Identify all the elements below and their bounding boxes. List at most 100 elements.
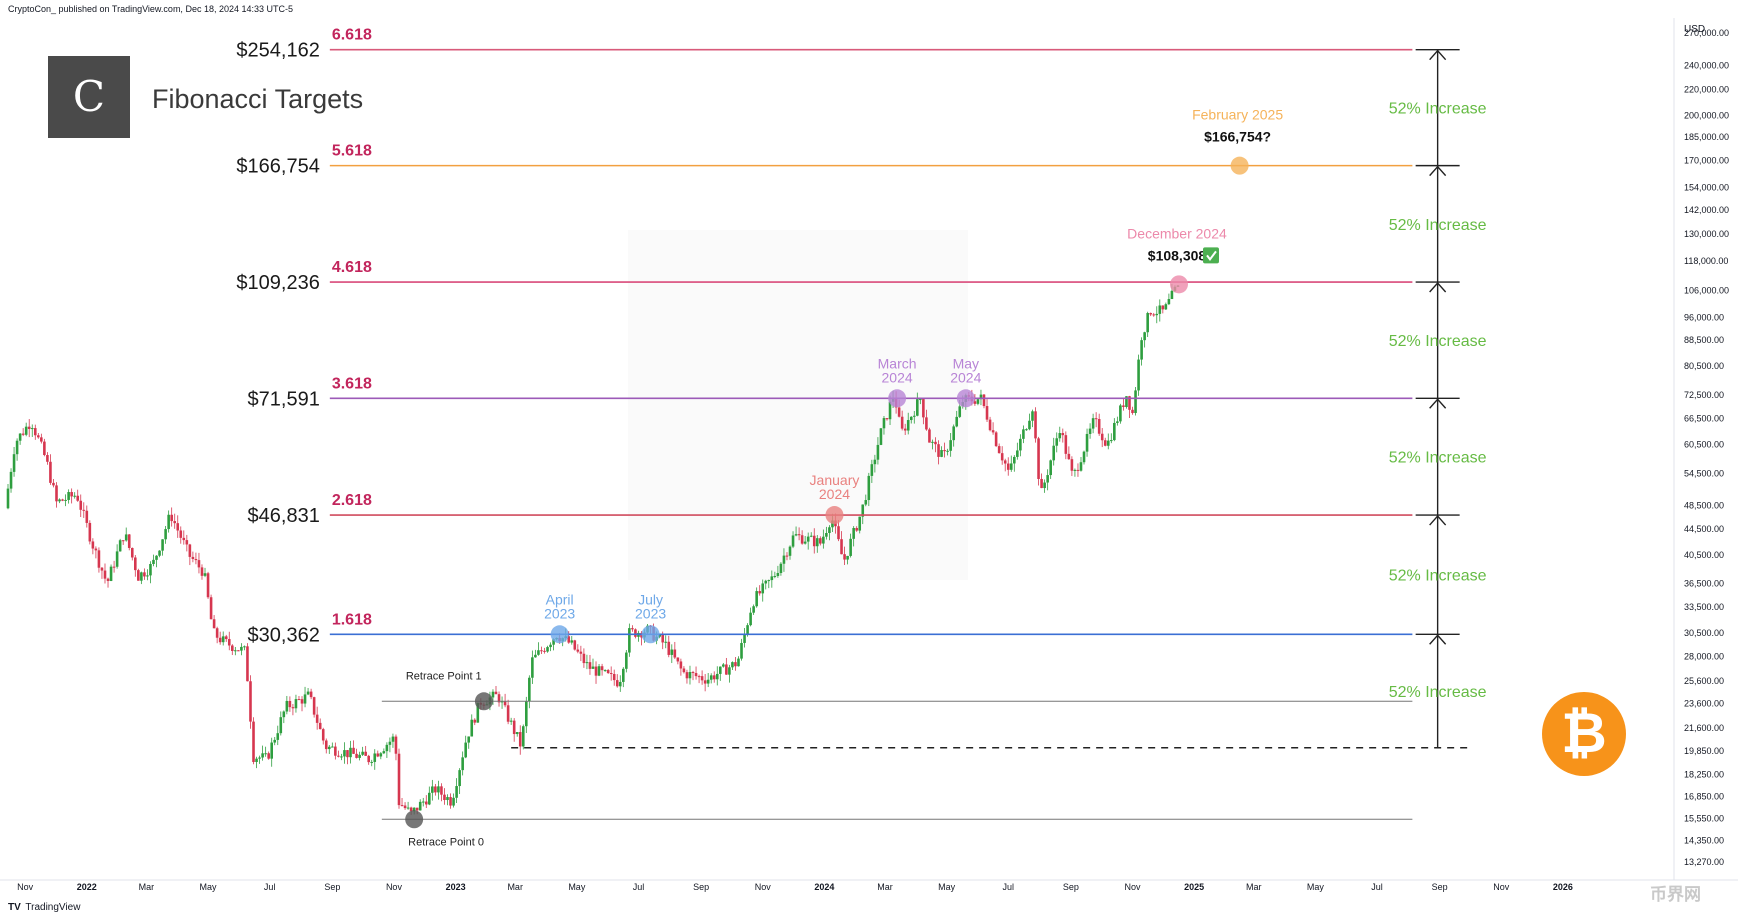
candle-body <box>349 747 352 758</box>
candle-body <box>97 550 101 568</box>
time-tick-label: Sep <box>1063 882 1079 892</box>
candle-body <box>230 645 234 652</box>
candle-body <box>18 433 22 441</box>
candle-body <box>91 541 95 549</box>
touch-point-label: January <box>810 472 860 488</box>
candle-body <box>567 636 571 643</box>
checkmark-icon-tick <box>1206 250 1217 262</box>
price-tick-label: 18,250.00 <box>1684 769 1724 779</box>
candle-body <box>1022 429 1025 439</box>
candle-body <box>431 786 434 793</box>
candle-body <box>909 416 913 421</box>
fib-ratio-label: 5.618 <box>332 143 372 160</box>
fib-price-label: $166,754 <box>236 156 319 178</box>
candle-body <box>21 433 25 435</box>
candle-body <box>552 639 555 645</box>
candle-body <box>1028 420 1031 430</box>
candle-body <box>767 580 771 582</box>
tradingview-logo-icon: TV <box>8 902 21 913</box>
candle-body <box>85 510 89 523</box>
candle-body <box>1149 313 1153 315</box>
candle-body <box>258 757 261 759</box>
tradingview-footer[interactable]: TV TradingView <box>8 902 80 913</box>
candle-body <box>94 548 98 551</box>
candle-body <box>200 567 204 576</box>
time-tick-label: Mar <box>507 882 523 892</box>
increase-annotations: 52% Increase 52% Increase 52% Increase 52% … <box>1389 48 1487 748</box>
increase-label: 52% Increase <box>1389 684 1487 701</box>
candle-body <box>388 741 392 745</box>
candle-body <box>33 428 37 436</box>
candle-body <box>755 591 758 607</box>
candle-body <box>809 535 813 537</box>
price-tick-label: 66,500.00 <box>1684 414 1724 424</box>
candle-body <box>676 657 680 662</box>
price-tick-label: 25,600.00 <box>1684 676 1724 686</box>
increase-arrowhead <box>1429 398 1447 409</box>
candle-body <box>1034 411 1037 439</box>
touch-point-marker <box>550 625 569 644</box>
touch-point-label: 2024 <box>882 369 913 385</box>
candle-body <box>382 751 386 754</box>
time-tick-label: Sep <box>1432 882 1448 892</box>
time-tick-label: Mar <box>877 882 893 892</box>
candle-body <box>312 697 316 715</box>
candle-body <box>364 751 367 756</box>
candle-body <box>897 407 901 417</box>
candle-body <box>418 801 422 811</box>
fib-ratio-label: 3.618 <box>332 375 372 392</box>
time-tick-label: 2022 <box>77 882 97 892</box>
time-tick-label: Nov <box>17 882 34 892</box>
candle-body <box>794 534 798 536</box>
candle-body <box>161 539 164 551</box>
candle-body <box>79 500 83 510</box>
time-tick-label: Mar <box>1246 882 1262 892</box>
fibonacci-levels: 6.618 $254,162 5.618 $166,754 4.618 $109,236 3… <box>236 27 1468 820</box>
candle-body <box>103 570 107 579</box>
candle-body <box>321 729 325 741</box>
increase-arrowhead <box>1429 49 1447 61</box>
candle-body <box>867 475 871 501</box>
candle-body <box>12 454 16 472</box>
candle-body <box>197 560 201 568</box>
candle-body <box>215 628 219 638</box>
candle-body <box>1025 429 1028 431</box>
candle-body <box>334 746 337 756</box>
candle-body <box>512 720 516 735</box>
increase-label: 52% Increase <box>1389 450 1487 467</box>
increase-arrowhead <box>1429 634 1447 645</box>
candle-body <box>440 786 443 795</box>
candle-body <box>1091 418 1095 429</box>
candle-body <box>158 550 161 556</box>
candle-body <box>164 529 167 540</box>
price-tick-label: 15,550.00 <box>1684 813 1724 823</box>
candle-body <box>788 546 792 556</box>
candle-body <box>591 666 595 669</box>
candle-body <box>1155 313 1159 316</box>
candle-body <box>67 492 70 500</box>
candle-body <box>1076 469 1080 471</box>
touch-point-marker <box>956 389 975 408</box>
candle-body <box>394 736 398 754</box>
candle-body <box>127 534 131 548</box>
candle-body <box>73 495 76 497</box>
candle-body <box>291 707 295 709</box>
candle-body <box>603 670 607 672</box>
candle-body <box>694 673 698 677</box>
candle-body <box>437 786 440 793</box>
candle-body <box>243 646 246 648</box>
candle-body <box>379 753 383 757</box>
candle-body <box>606 670 610 674</box>
candle-body <box>916 399 919 416</box>
candle-body <box>400 805 404 807</box>
time-tick-label: May <box>938 882 956 892</box>
candle-body <box>928 429 931 443</box>
candle-body <box>691 672 695 674</box>
time-tick-label: 2024 <box>814 882 834 892</box>
candle-body <box>791 535 795 547</box>
candle-body <box>240 646 243 651</box>
price-tick-label: 28,000.00 <box>1684 652 1724 662</box>
candle-body <box>37 435 40 438</box>
candle-body <box>467 736 471 743</box>
candle-body <box>279 717 283 734</box>
